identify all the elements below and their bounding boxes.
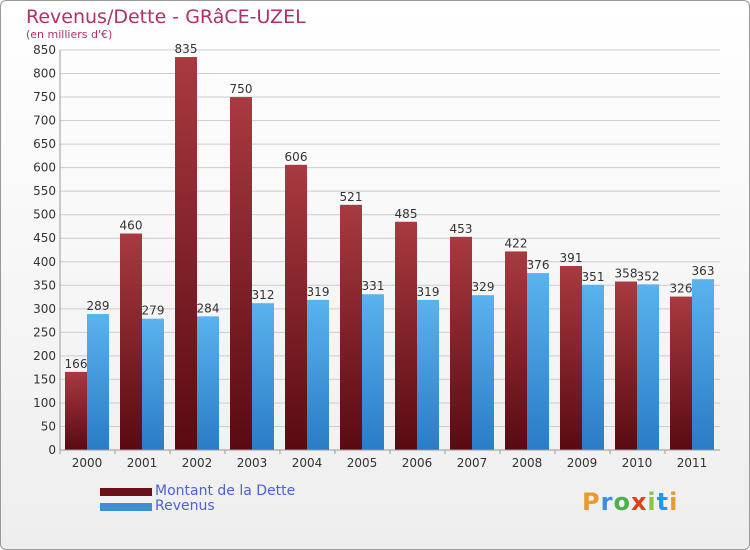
data-label-dette: 358 (615, 267, 638, 281)
data-label-dette: 521 (340, 190, 363, 204)
bar-revenus (527, 273, 549, 450)
logo-letter: i (669, 488, 679, 516)
data-label-revenus: 284 (197, 301, 220, 315)
axes: 0 50 100 150 200 250 300 350 400 450 500 550 600 650 7… (33, 43, 720, 470)
bar-revenus (87, 314, 109, 450)
data-label-revenus: 319 (417, 285, 440, 299)
data-label-dette: 750 (230, 82, 253, 96)
data-label-dette: 485 (395, 207, 418, 221)
y-tick-label: 250 (33, 325, 56, 339)
x-tick-label: 2001 (127, 456, 158, 470)
logo-letter: t (656, 488, 670, 516)
x-tick-label: 2003 (237, 456, 268, 470)
data-label-revenus: 319 (307, 285, 330, 299)
bar-dette (175, 57, 197, 450)
bar-dette (615, 281, 637, 450)
grid-lines (60, 49, 720, 451)
x-tick-label: 2010 (622, 456, 653, 470)
x-tick-label: 2008 (512, 456, 543, 470)
bar-dette (395, 221, 417, 450)
bar-revenus (307, 299, 329, 450)
legend-label-dette: Montant de la Dette (155, 483, 296, 499)
logo-letter: x (630, 488, 648, 516)
data-label-revenus: 289 (87, 299, 110, 313)
data-label-dette: 422 (505, 236, 528, 250)
bar-revenus (142, 318, 164, 450)
data-labels: 166 289 460 279 835 284 750 312 606 319 521 331 485 3… (65, 42, 715, 371)
data-label-revenus: 351 (582, 270, 605, 284)
x-tick-label: 2007 (457, 456, 488, 470)
chart-title: Revenus/Dette - GRâCE-UZEL (26, 6, 306, 28)
y-tick-label: 300 (33, 302, 56, 316)
y-tick-label: 750 (33, 90, 56, 104)
x-tick-label: 2004 (292, 456, 323, 470)
logo-letter: i (647, 488, 657, 516)
legend-label-revenus: Revenus (155, 498, 215, 514)
bar-dette (285, 164, 307, 450)
bar-dette (65, 371, 87, 450)
y-tick-label: 150 (33, 372, 56, 386)
bar-revenus (692, 279, 714, 450)
bars (65, 57, 714, 450)
bar-dette (120, 233, 142, 450)
bar-dette (670, 296, 692, 450)
bar-revenus (472, 295, 494, 450)
y-tick-label: 0 (48, 443, 56, 457)
data-label-revenus: 376 (527, 258, 550, 272)
bar-revenus (197, 316, 219, 450)
data-label-dette: 166 (65, 357, 88, 371)
data-label-revenus: 329 (472, 280, 495, 294)
bar-dette (505, 251, 527, 450)
data-label-dette: 460 (120, 219, 143, 233)
x-tick-label: 2011 (677, 456, 708, 470)
bar-revenus (582, 284, 604, 450)
data-label-dette: 391 (560, 251, 583, 265)
data-label-dette: 453 (450, 222, 473, 236)
data-label-dette: 606 (285, 150, 308, 164)
bar-chart: 166 289 460 279 835 284 750 312 606 319 521 331 485 3… (33, 42, 720, 470)
x-tick-label: 2006 (402, 456, 433, 470)
data-label-revenus: 312 (252, 288, 275, 302)
y-tick-label: 200 (33, 349, 56, 363)
data-label-revenus: 279 (142, 304, 165, 318)
logo-letter: r (600, 488, 614, 516)
bar-dette (340, 204, 362, 450)
y-tick-label: 550 (33, 184, 56, 198)
bar-revenus (252, 303, 274, 450)
data-label-revenus: 363 (692, 264, 715, 278)
y-tick-label: 700 (33, 114, 56, 128)
y-tick-label: 50 (41, 419, 56, 433)
data-label-revenus: 352 (637, 269, 660, 283)
bar-revenus (637, 284, 659, 450)
y-tick-label: 400 (33, 255, 56, 269)
data-label-dette: 326 (670, 282, 693, 296)
x-tick-label: 2005 (347, 456, 378, 470)
x-tick-label: 2002 (182, 456, 213, 470)
x-tick-label: 2000 (72, 456, 103, 470)
y-tick-label: 100 (33, 396, 56, 410)
y-tick-label: 600 (33, 161, 56, 175)
proxiti-logo: Proxiti (582, 488, 678, 516)
legend-swatch-dette (100, 488, 152, 496)
chart-subtitle: (en milliers d'€) (26, 28, 113, 41)
y-tick-label: 350 (33, 278, 56, 292)
bar-revenus (362, 294, 384, 450)
bar-revenus (417, 299, 439, 450)
bar-dette (230, 97, 252, 450)
logo-letter: P (582, 488, 601, 516)
data-label-dette: 835 (175, 42, 198, 56)
x-tick-label: 2009 (567, 456, 598, 470)
y-tick-label: 450 (33, 231, 56, 245)
logo-letter: o (613, 488, 631, 516)
bar-dette (450, 236, 472, 450)
bar-dette (560, 266, 582, 450)
legend-swatch-revenus (100, 503, 152, 511)
y-tick-label: 650 (33, 137, 56, 151)
y-tick-label: 500 (33, 208, 56, 222)
y-tick-label: 850 (33, 43, 56, 57)
data-label-revenus: 331 (362, 279, 385, 293)
y-tick-label: 800 (33, 67, 56, 81)
